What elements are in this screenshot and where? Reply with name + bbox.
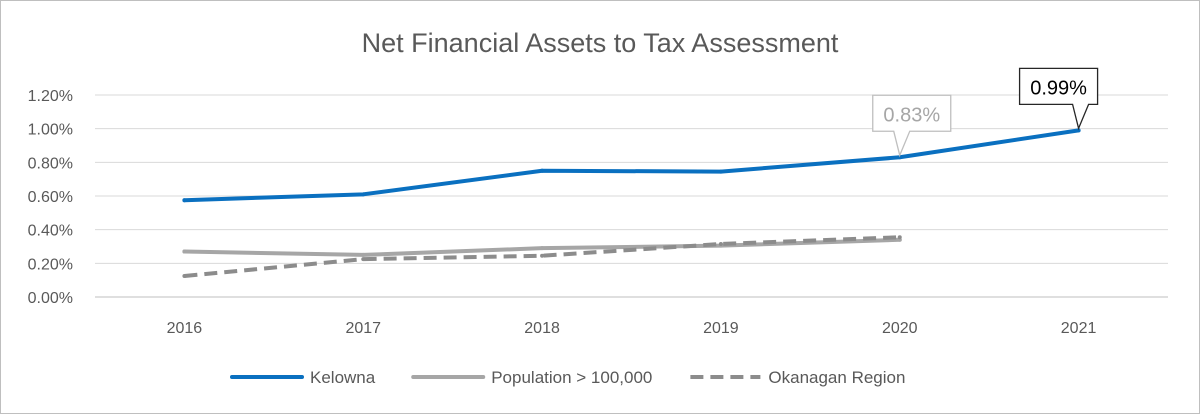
data-point-okanagan-region xyxy=(182,273,187,278)
callout-box xyxy=(872,94,952,158)
callout-box xyxy=(1018,67,1099,131)
gridlines xyxy=(95,94,1168,298)
data-point-okanagan-region xyxy=(540,253,545,258)
legend-label: Okanagan Region xyxy=(768,368,905,387)
y-tick-label: 1.20% xyxy=(28,88,73,105)
legend-label: Population > 100,000 xyxy=(491,368,652,387)
data-point-kelowna xyxy=(182,198,187,203)
x-axis: 2016 2017 2018 2019 2020 2021 xyxy=(167,320,1097,337)
legend-item-population-100-000: Population > 100,000 xyxy=(411,368,652,387)
y-tick-label: 0.60% xyxy=(28,189,73,206)
y-tick-label: 0.20% xyxy=(28,256,73,273)
data-point-okanagan-region xyxy=(361,257,366,262)
data-point-kelowna xyxy=(540,168,545,173)
y-axis: 0.00% 0.20% 0.40% 0.60% 0.80% 1.00% 1.20% xyxy=(28,88,73,307)
legend-item-kelowna: Kelowna xyxy=(230,368,376,387)
data-point-kelowna xyxy=(361,192,366,197)
series-layer xyxy=(182,128,1081,278)
x-tick-label: 2017 xyxy=(345,320,381,337)
y-tick-label: 0.80% xyxy=(28,155,73,172)
data-label-callout: 0.83% xyxy=(872,94,952,158)
legend-item-okanagan-region: Okanagan Region xyxy=(690,368,905,387)
data-point-population-100-000 xyxy=(182,249,187,254)
data-point-kelowna xyxy=(718,169,723,174)
x-tick-label: 2016 xyxy=(167,320,203,337)
data-point-okanagan-region xyxy=(718,241,723,246)
y-tick-label: 0.00% xyxy=(28,290,73,307)
data-label-callout: 0.99% xyxy=(1018,67,1099,131)
legend: Kelowna Population > 100,000 Okanagan Regi… xyxy=(230,368,905,387)
data-label: 0.83% xyxy=(883,104,940,126)
data-point-kelowna xyxy=(897,155,902,160)
data-point-kelowna xyxy=(1076,128,1081,133)
x-tick-label: 2019 xyxy=(703,320,739,337)
data-point-okanagan-region xyxy=(897,235,902,240)
legend-label: Kelowna xyxy=(310,368,376,387)
y-tick-label: 0.40% xyxy=(28,223,73,240)
data-point-population-100-000 xyxy=(540,246,545,251)
y-tick-label: 1.00% xyxy=(28,122,73,139)
series-line-kelowna xyxy=(182,128,1081,203)
x-tick-label: 2018 xyxy=(524,320,560,337)
chart-title: Net Financial Assets to Tax Assessment xyxy=(362,28,839,58)
x-tick-label: 2021 xyxy=(1061,320,1097,337)
data-point-population-100-000 xyxy=(361,252,366,257)
data-label: 0.99% xyxy=(1030,77,1087,99)
annotation-layer: 0.83% 0.99% xyxy=(872,67,1099,158)
x-tick-label: 2020 xyxy=(882,320,918,337)
